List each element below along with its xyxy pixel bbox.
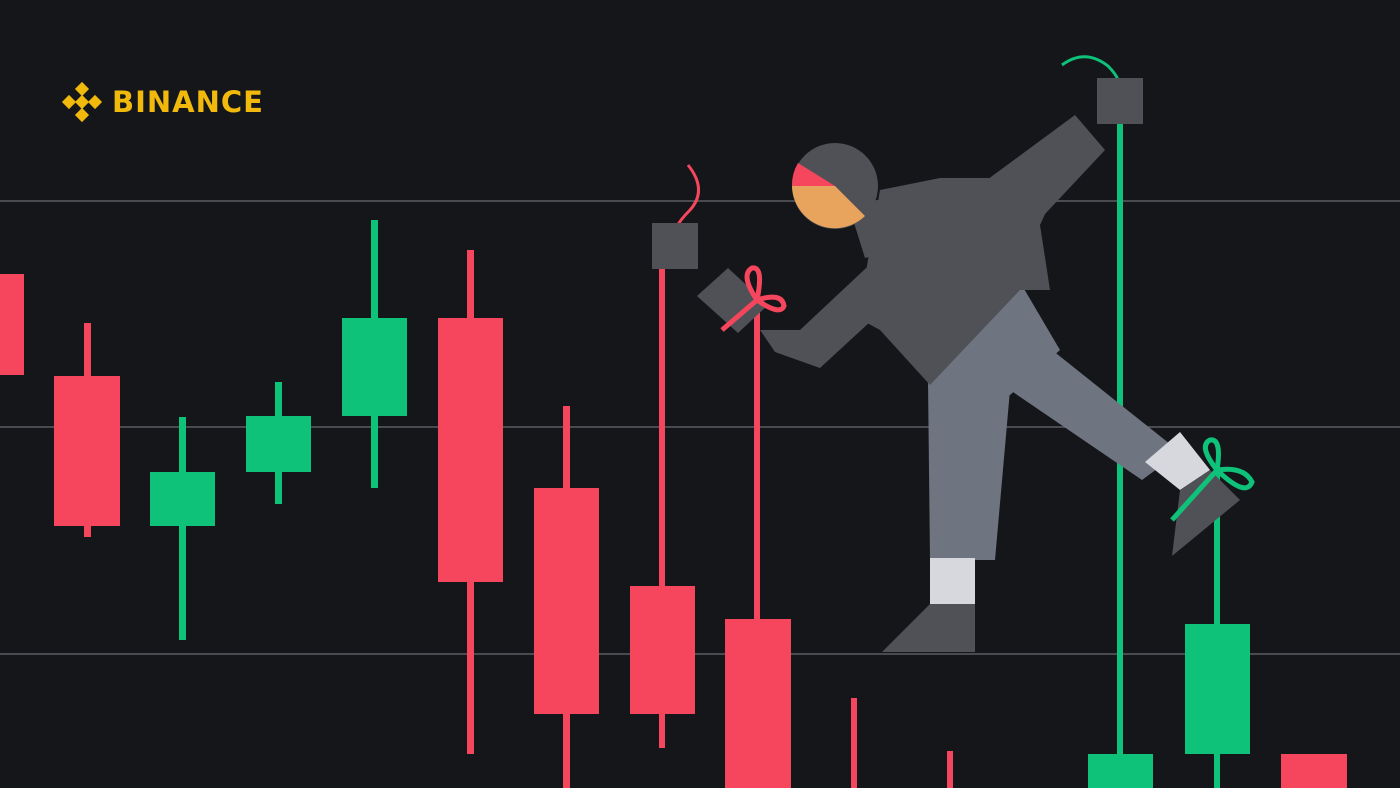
figure-arm-raised bbox=[980, 115, 1105, 230]
binance-diamond-icon bbox=[61, 81, 103, 123]
gridlines bbox=[0, 200, 1400, 655]
control-block bbox=[652, 223, 698, 269]
figure-hand bbox=[697, 268, 768, 333]
candle-body-green bbox=[150, 472, 215, 526]
candle-body-red bbox=[54, 376, 120, 526]
candle-wick-red bbox=[947, 751, 953, 788]
candle-body-red bbox=[1281, 754, 1347, 788]
string-bows bbox=[720, 265, 1255, 522]
candle-wick-green bbox=[179, 417, 186, 640]
candle-body-green bbox=[246, 416, 311, 472]
candle-body-red bbox=[0, 274, 24, 375]
puppet-figure bbox=[697, 115, 1240, 652]
string-curl bbox=[1061, 55, 1120, 81]
green-bow bbox=[1170, 437, 1255, 522]
figure-sock bbox=[1145, 432, 1210, 490]
figure-sock bbox=[930, 558, 975, 604]
candle-body-red bbox=[630, 586, 695, 714]
candle-body-red bbox=[725, 619, 791, 788]
puppet-controls bbox=[652, 55, 1143, 269]
figure-shoe bbox=[882, 604, 975, 652]
string-curl bbox=[674, 164, 700, 229]
figure-arm-lower bbox=[760, 255, 910, 368]
candle-body-red bbox=[534, 488, 599, 714]
candle-wick-red bbox=[754, 300, 760, 630]
candle-wick-red bbox=[851, 698, 857, 788]
figure-shoe bbox=[1172, 470, 1240, 556]
brand-logo: BINANCE bbox=[60, 80, 264, 124]
red-bow bbox=[720, 265, 787, 332]
candle-body-green bbox=[1185, 624, 1250, 754]
candle-body-red bbox=[438, 318, 503, 582]
control-block bbox=[1097, 78, 1143, 124]
candle-body-green bbox=[1088, 754, 1153, 788]
candle-wick-red bbox=[659, 262, 665, 748]
candle-body-green bbox=[342, 318, 407, 416]
brand-name: BINANCE bbox=[112, 85, 264, 119]
figure-leg-back bbox=[928, 340, 1180, 560]
pie-chart-icon bbox=[791, 143, 878, 229]
